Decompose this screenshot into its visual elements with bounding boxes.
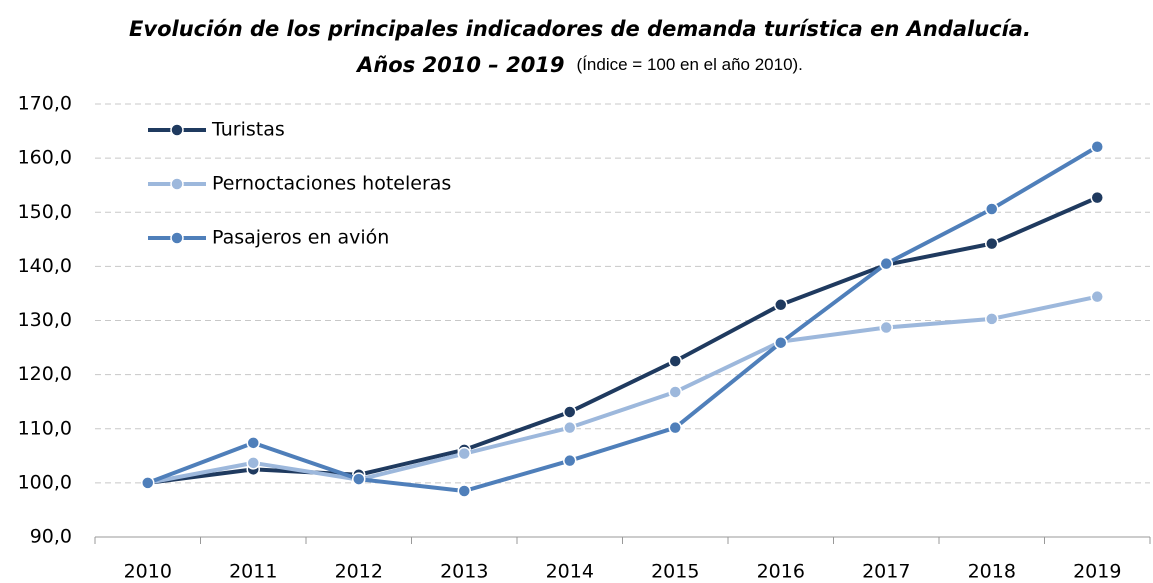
y-tick-label: 90,0 <box>30 526 72 548</box>
series-line <box>147 145 1099 493</box>
data-point <box>1090 289 1104 304</box>
x-tick-label: 2012 <box>335 561 383 583</box>
data-point <box>985 312 999 326</box>
x-tick-label: 2017 <box>862 561 910 583</box>
x-tick-label: 2014 <box>546 561 594 583</box>
x-tick-label: 2018 <box>968 561 1016 583</box>
series-line <box>147 294 1098 485</box>
x-tick-label: 2016 <box>757 561 805 583</box>
data-point <box>774 298 788 312</box>
legend-marker <box>170 231 184 245</box>
y-tick-label: 100,0 <box>18 471 72 493</box>
y-tick-label: 140,0 <box>18 255 72 277</box>
data-point <box>141 476 155 490</box>
x-tick-label: 2013 <box>440 561 488 583</box>
data-point <box>1090 140 1104 154</box>
data-point <box>563 405 577 419</box>
data-point <box>457 446 471 461</box>
data-point <box>668 385 682 399</box>
data-point <box>352 472 366 486</box>
data-point <box>985 202 999 216</box>
y-tick-label: 160,0 <box>18 147 72 169</box>
chart-title-line2: Años 2010 – 2019 (Índice = 100 en el año … <box>355 53 803 77</box>
data-point <box>985 236 999 251</box>
chart-title: Evolución de los principales indicadores… <box>129 17 1031 41</box>
y-tick-label: 110,0 <box>18 417 72 439</box>
data-point <box>563 420 577 435</box>
data-point <box>246 456 260 470</box>
data-point <box>879 320 893 335</box>
y-tick-label: 130,0 <box>18 309 72 331</box>
title-years: Años 2010 – 2019 <box>355 53 564 77</box>
legend-marker <box>170 177 184 191</box>
x-tick-label: 2010 <box>124 561 172 583</box>
data-point <box>668 354 682 368</box>
legend-label: Turistas <box>211 119 285 141</box>
legend-label: Pasajeros en avión <box>212 227 389 249</box>
data-point <box>563 453 577 468</box>
y-tick-label: 170,0 <box>18 93 72 115</box>
legend-marker <box>170 123 184 137</box>
x-tick-label: 2015 <box>651 561 699 583</box>
chart-subtitle: (Índice = 100 en el año 2010). <box>577 55 803 74</box>
data-point <box>246 436 260 450</box>
data-point <box>457 484 471 498</box>
data-point <box>879 256 893 271</box>
x-tick-label: 2011 <box>229 561 277 583</box>
y-tick-label: 150,0 <box>18 201 72 223</box>
data-point <box>668 420 682 435</box>
x-tick-label: 2019 <box>1073 561 1121 583</box>
data-point <box>1090 190 1104 205</box>
y-tick-label: 120,0 <box>18 363 72 385</box>
legend-label: Pernoctaciones hoteleras <box>212 173 451 195</box>
data-point <box>774 335 788 350</box>
